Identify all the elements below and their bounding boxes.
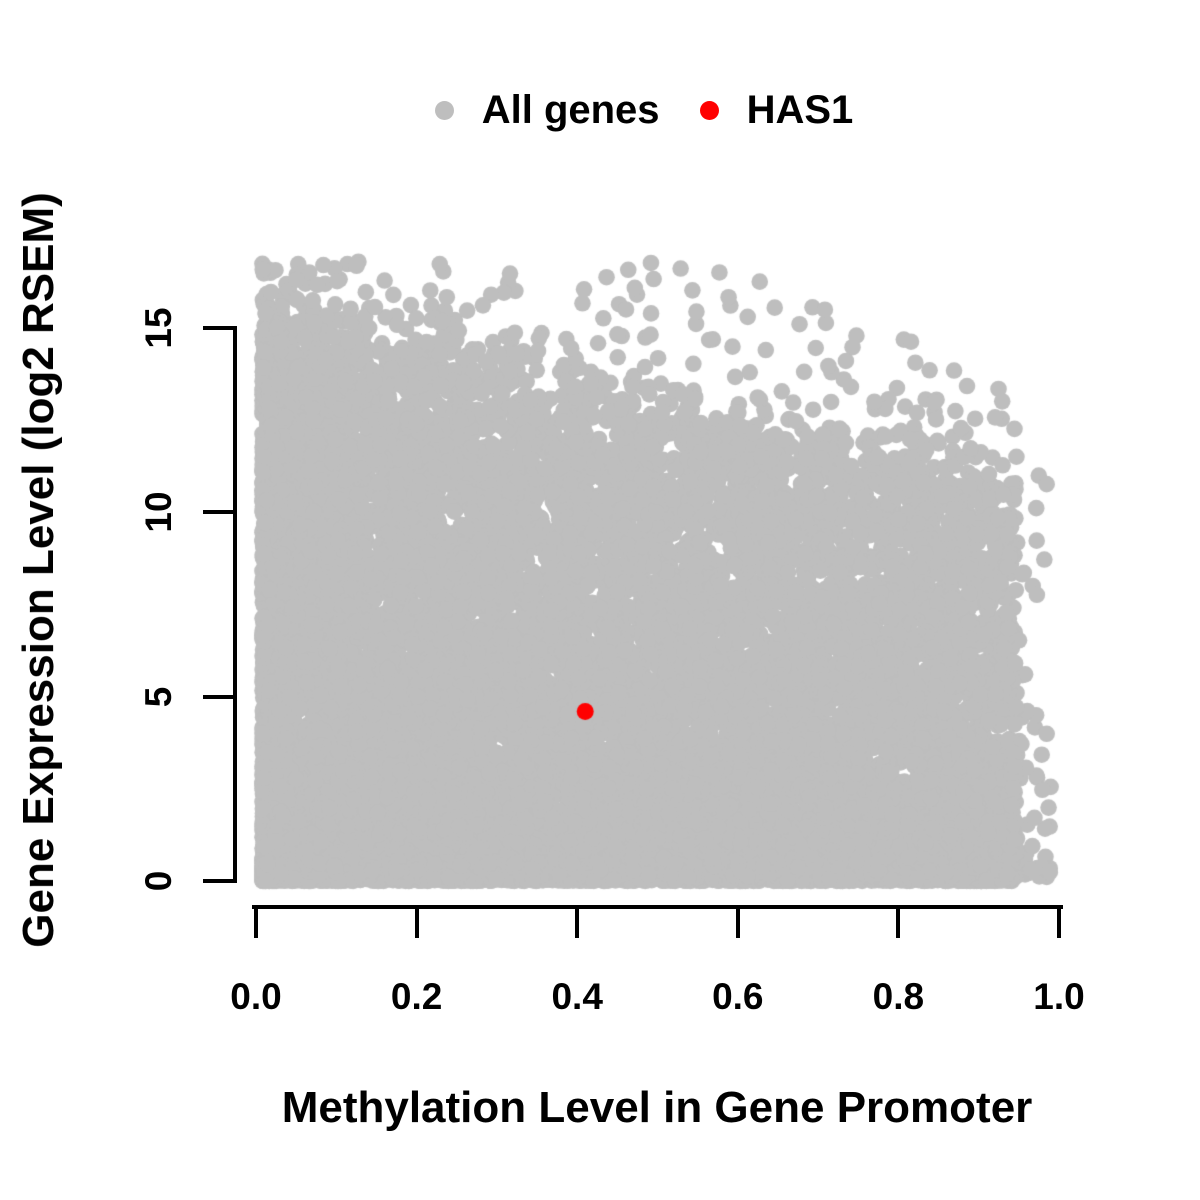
x-tick-mark (896, 905, 901, 938)
x-tick-mark (254, 905, 258, 938)
y-tick-mark (203, 325, 235, 330)
x-tick-mark (575, 905, 580, 938)
x-tick-label-4: 0.8 (872, 976, 925, 1017)
y-tick-label-1: 5 (138, 686, 179, 707)
legend-inner: All genes HAS1 (44, 84, 1200, 136)
y-tick-mark (203, 694, 235, 699)
y-tick-label-0: 0 (138, 870, 179, 892)
x-axis-line (252, 905, 1063, 909)
y-axis-title: Gene Expression Level (log2 RSEM) (14, 192, 63, 948)
x-axis-title: Methylation Level in Gene Promoter (281, 1083, 1033, 1132)
x-tick-label-0: 0.0 (230, 976, 282, 1017)
legend-label-has1: HAS1 (746, 88, 854, 132)
all-genes-marker-icon (434, 100, 454, 120)
x-tick-label-5: 1.0 (1033, 976, 1085, 1017)
x-tick-label-2: 0.4 (551, 976, 603, 1017)
x-tick-mark (1057, 905, 1061, 938)
legend-item-all-genes: All genes (434, 88, 660, 132)
legend: All genes HAS1 (0, 84, 1200, 136)
legend-item-has1: HAS1 (699, 88, 854, 132)
legend-label-all-genes: All genes (481, 88, 660, 132)
y-axis-line (233, 326, 237, 883)
x-tick-label-3: 0.6 (712, 976, 764, 1017)
y-tick-mark (203, 510, 235, 515)
y-tick-label-2: 10 (138, 491, 179, 533)
x-tick-mark (414, 905, 419, 938)
y-tick-mark (203, 879, 235, 883)
x-tick-mark (735, 905, 740, 938)
x-tick-label-1: 0.2 (390, 976, 443, 1017)
has1-marker-icon (699, 100, 719, 120)
y-tick-label-3: 15 (138, 307, 179, 349)
